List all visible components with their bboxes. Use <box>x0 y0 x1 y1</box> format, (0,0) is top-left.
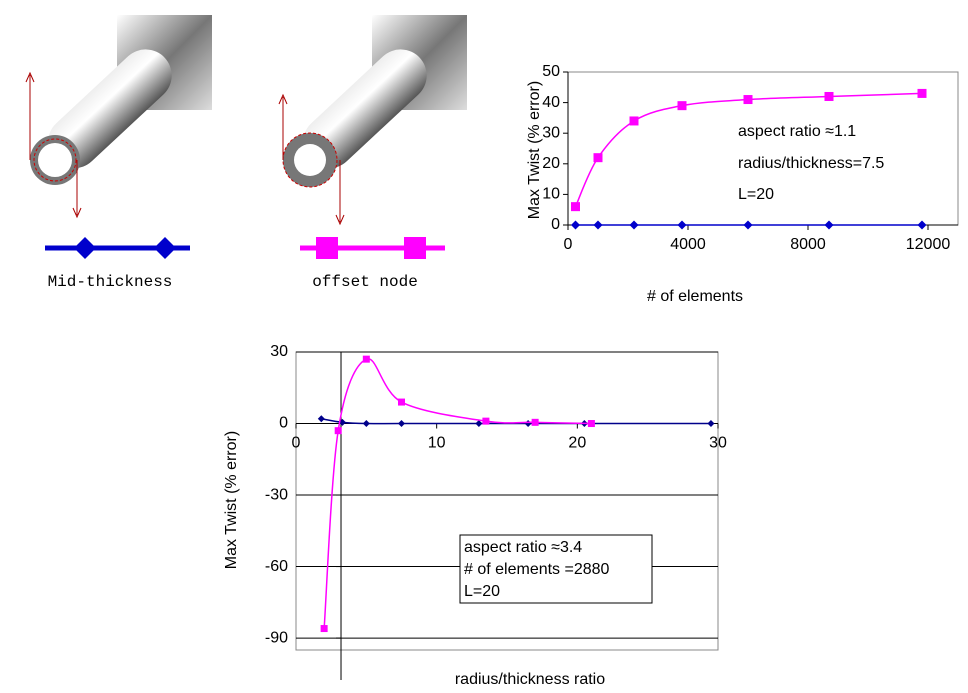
x-axis-label: # of elements <box>647 288 743 305</box>
annotation: aspect ratio ≈3.4 <box>464 539 582 556</box>
marker <box>824 220 834 230</box>
y-tick-label: 30 <box>542 124 560 141</box>
x-tick-label: 10 <box>428 435 446 452</box>
marker <box>677 101 687 111</box>
y-axis-label: Max Twist (% error) <box>223 431 240 569</box>
x-tick-label: 0 <box>564 236 573 253</box>
y-tick-label: -90 <box>265 629 288 646</box>
marker <box>593 220 603 230</box>
pipe-diagram-offset <box>278 15 467 226</box>
x-tick-label: 8000 <box>790 236 826 253</box>
marker <box>917 88 927 98</box>
plot-frame <box>295 351 719 651</box>
marker <box>707 420 715 428</box>
legend-marker <box>316 237 338 259</box>
x-axis-label: radius/thickness ratio <box>455 671 605 688</box>
y-tick-label: 0 <box>279 415 288 432</box>
legend-marker <box>74 237 96 259</box>
marker <box>334 427 342 435</box>
marker <box>524 420 532 428</box>
series-line <box>323 358 592 629</box>
x-tick-label: 12000 <box>906 236 951 253</box>
marker <box>398 398 405 406</box>
marker <box>629 116 639 126</box>
y-tick-label: -30 <box>265 486 288 503</box>
legend-label: offset node <box>312 273 418 291</box>
y-tick-label: -60 <box>265 558 288 575</box>
marker <box>629 220 639 230</box>
annotation: # of elements =2880 <box>464 561 610 578</box>
marker <box>593 153 603 163</box>
y-tick-label: 20 <box>542 155 560 172</box>
marker <box>571 220 580 230</box>
marker <box>475 420 483 428</box>
marker <box>482 417 490 425</box>
legend-marker <box>404 237 426 259</box>
y-tick-label: 40 <box>542 94 560 111</box>
y-tick-label: 10 <box>542 186 560 203</box>
x-tick-label: 30 <box>709 435 727 452</box>
marker <box>338 418 346 426</box>
x-tick-label: 0 <box>292 435 301 452</box>
marker <box>362 420 370 428</box>
y-tick-label: 50 <box>542 63 560 80</box>
x-tick-label: 4000 <box>670 236 706 253</box>
marker <box>320 625 328 633</box>
marker <box>587 420 595 428</box>
marker <box>917 220 927 230</box>
annotation: L=20 <box>464 583 500 600</box>
marker <box>531 418 539 426</box>
marker <box>317 415 325 423</box>
pipe-diagram-mid <box>25 15 212 219</box>
marker <box>398 420 405 428</box>
marker <box>824 91 834 101</box>
legend-marker <box>154 237 176 259</box>
annotation: aspect ratio ≈1.1 <box>738 123 856 140</box>
legend-label: Mid-thickness <box>48 273 173 291</box>
y-tick-label: 0 <box>551 216 560 233</box>
marker <box>362 355 370 363</box>
marker <box>677 220 687 230</box>
annotation: L=20 <box>738 186 774 203</box>
y-axis-label: Max Twist (% error) <box>526 81 543 219</box>
annotation-box <box>459 534 653 604</box>
marker <box>571 202 580 212</box>
x-tick-label: 20 <box>568 435 586 452</box>
annotation: radius/thickness=7.5 <box>738 155 884 172</box>
marker <box>743 95 753 105</box>
marker <box>743 220 753 230</box>
y-tick-label: 30 <box>270 343 288 360</box>
